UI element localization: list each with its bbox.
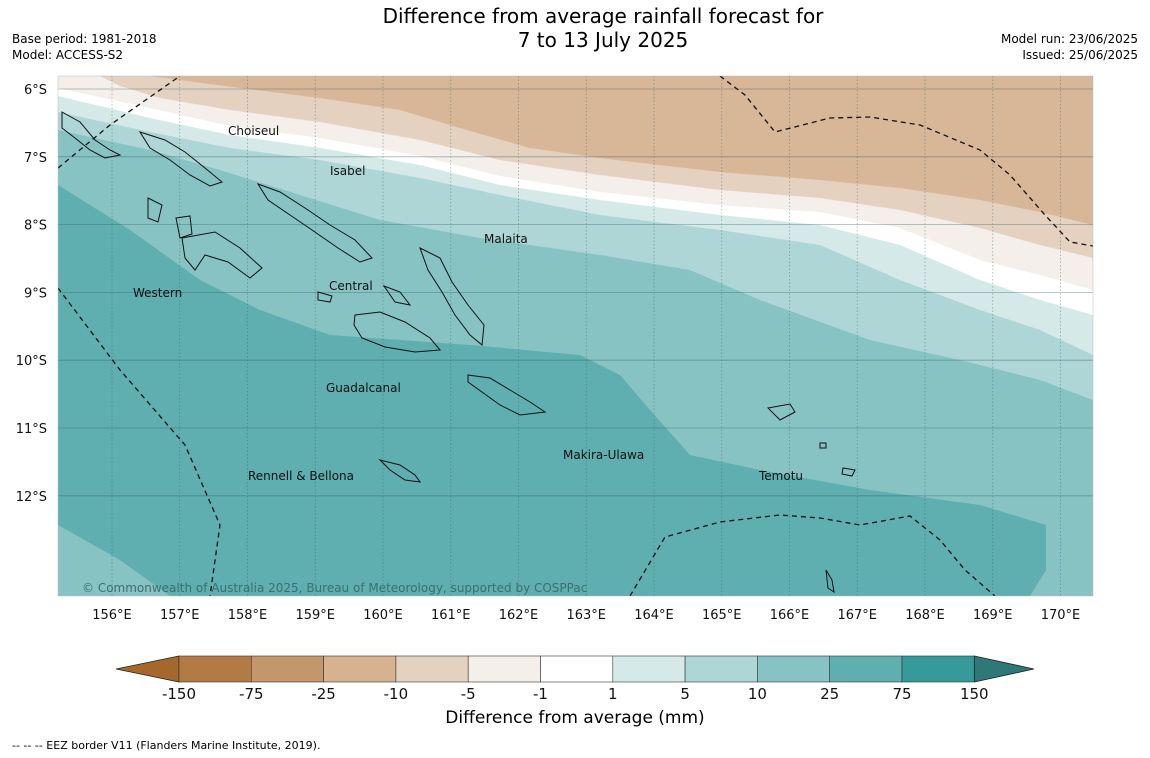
lon-tick-label: 161°E — [431, 608, 471, 623]
lat-tick-label: 12°S — [16, 490, 47, 505]
colorbar-segment — [540, 655, 614, 683]
colorbar-tick: -1 — [533, 685, 548, 703]
lon-tick-label: 167°E — [837, 608, 877, 623]
map-frame — [57, 75, 1094, 597]
colorbar-segment — [178, 655, 252, 683]
colorbar-tick-labels: -150 -75 -25 -10 -5 -1 1 5 10 25 75 150 — [162, 685, 989, 703]
lon-tick-label: 160°E — [363, 608, 403, 623]
zone-sw-strip — [58, 525, 170, 596]
colorbar-segment — [612, 655, 686, 683]
colorbar-tick: -10 — [384, 685, 409, 703]
lon-tick-label: 157°E — [160, 608, 200, 623]
longitude-labels: 156°E 157°E 158°E 159°E 160°E 161°E 162°E 163°E… — [92, 608, 1080, 623]
island-isabel — [256, 183, 373, 263]
colorbar-segment — [251, 655, 324, 683]
island-makira — [467, 374, 547, 416]
lon-tick-label: 169°E — [973, 608, 1013, 623]
island-florida — [317, 291, 333, 303]
colorbar-tick: 1 — [608, 685, 618, 703]
colorbar-tick: 10 — [748, 685, 767, 703]
colorbar-extend-low — [115, 655, 180, 683]
colorbar-title: Difference from average (mm) — [445, 708, 705, 728]
lon-tick-label: 164°E — [634, 608, 674, 623]
chart-title: Difference from average rainfall forecas… — [0, 4, 1150, 52]
label-isabel: Isabel — [330, 164, 365, 178]
eez-footnote: -- -- -- EEZ border V11 (Flanders Marine… — [12, 739, 321, 752]
lat-tick-label: 7°S — [24, 151, 47, 166]
label-malaita: Malaita — [484, 232, 528, 246]
colorbar — [115, 655, 1035, 683]
meta-left: Base period: 1981-2018 Model: ACCESS-S2 — [12, 31, 157, 63]
colorbar-extend-high — [973, 655, 1035, 683]
lon-tick-label: 163°E — [566, 608, 606, 623]
colorbar-tick: 150 — [960, 685, 989, 703]
latitude-labels: 6°S 7°S 8°S 9°S 10°S 11°S 12°S — [16, 83, 47, 505]
colorbar-segment — [323, 655, 397, 683]
lon-tick-label: 158°E — [228, 608, 268, 623]
title-line-1: Difference from average rainfall forecas… — [382, 4, 824, 28]
colorbar-segment — [757, 655, 831, 683]
colorbar-tick: -75 — [239, 685, 264, 703]
map-fill-layer — [58, 76, 1093, 596]
island-guadalcanal — [353, 311, 442, 353]
island-south — [825, 569, 835, 594]
colorbar-segment — [467, 655, 541, 683]
label-central: Central — [329, 279, 373, 293]
island-vella — [147, 197, 163, 223]
colorbar-tick: -5 — [461, 685, 476, 703]
colorbar-segment — [901, 655, 975, 683]
eez-borders — [58, 76, 1093, 596]
colorbar-tick: 5 — [680, 685, 690, 703]
model-run: Model run: 23/06/2025 — [1000, 32, 1138, 46]
lon-tick-label: 166°E — [770, 608, 810, 623]
lon-tick-label: 165°E — [702, 608, 742, 623]
island-new-georgia — [181, 231, 263, 279]
label-makira: Makira-Ulawa — [563, 448, 644, 462]
meta-right: Model run: 23/06/2025 Issued: 25/06/2025 — [1001, 31, 1138, 63]
island-nggela — [382, 284, 412, 306]
lat-tick-label: 8°S — [24, 219, 47, 234]
island-kolombangara — [175, 215, 193, 239]
island-anuta — [841, 467, 856, 477]
island-malaita — [419, 246, 485, 346]
label-western: Western — [133, 286, 182, 300]
zone-neg10-neg25 — [150, 76, 1093, 225]
lat-tick-label: 11°S — [16, 422, 47, 437]
island-rennell — [378, 459, 422, 483]
colorbar-segment — [829, 655, 903, 683]
islands — [61, 111, 856, 594]
island-bougainville — [61, 111, 122, 159]
island-choiseul — [138, 131, 224, 187]
colorbar-tick: -25 — [311, 685, 336, 703]
colorbar-tick: -150 — [162, 685, 196, 703]
colorbar-tick: 25 — [820, 685, 839, 703]
label-choiseul: Choiseul — [228, 124, 279, 138]
island-santa-cruz — [766, 403, 796, 421]
label-temotu: Temotu — [758, 469, 803, 483]
colorbar-segment — [684, 655, 758, 683]
island-tikopia — [819, 442, 827, 449]
colorbar-tick: 75 — [892, 685, 911, 703]
lon-tick-label: 156°E — [92, 608, 132, 623]
base-period: Base period: 1981-2018 — [12, 32, 157, 46]
copyright-text: © Commonwealth of Australia 2025, Bureau… — [82, 581, 587, 595]
issued-date: Issued: 25/06/2025 — [1022, 48, 1138, 62]
lon-tick-label: 159°E — [295, 608, 335, 623]
graticule — [58, 76, 1093, 596]
colorbar-segment — [395, 655, 469, 683]
lat-tick-label: 9°S — [24, 286, 47, 301]
lat-tick-label: 10°S — [16, 354, 47, 369]
label-rennell: Rennell & Bellona — [248, 469, 354, 483]
province-labels: Choiseul Isabel Malaita Western Central … — [133, 124, 803, 483]
lon-tick-label: 162°E — [499, 608, 539, 623]
lon-tick-label: 170°E — [1041, 608, 1081, 623]
lon-tick-label: 168°E — [905, 608, 945, 623]
title-line-2: 7 to 13 July 2025 — [517, 28, 689, 52]
lat-tick-label: 6°S — [24, 83, 47, 98]
label-guadalcanal: Guadalcanal — [326, 381, 401, 395]
model-name: Model: ACCESS-S2 — [12, 48, 124, 62]
